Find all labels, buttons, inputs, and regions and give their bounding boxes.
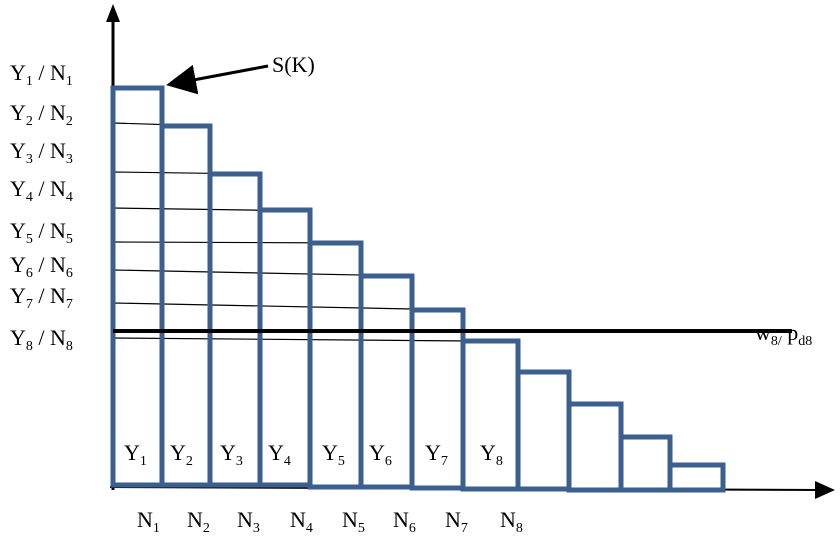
s-k-arrow [166,64,269,95]
ratio-label-5: Y5 / N5 [10,218,73,247]
x-axis-label-3: N3 [237,507,260,536]
bar-label-6: Y6 [369,440,392,469]
x-axis-label-4: N4 [290,507,313,536]
step-bar-11 [618,434,673,493]
ratio-label-2: Y2 / N2 [10,100,73,129]
bar-label-2: Y2 [170,440,193,469]
bar-label-3: Y3 [220,440,243,469]
bar-label-5: Y5 [322,440,345,469]
step-bar-12 [667,462,726,493]
x-axis-label-1: N1 [137,507,160,536]
ratio-label-8: Y8 / N8 [10,325,73,354]
threshold-label: w8/ pd8 [755,320,812,349]
bar-label-7: Y7 [425,440,448,469]
x-axis-label-2: N2 [187,507,210,536]
y-axis-arrow-icon [106,4,120,22]
ratio-label-7: Y7 / N7 [10,283,73,312]
step-bar-8 [460,338,521,492]
ratio-label-1: Y1 / N1 [10,60,73,89]
step-bar-2 [159,123,213,488]
bar-label-4: Y4 [268,440,291,469]
x-axis-label-6: N6 [393,507,416,536]
x-axis-label-5: N5 [342,507,365,536]
ratio-labels: Y1 / N1 Y2 / N2 Y3 / N3 Y4 / N4 Y5 / N5 Y6 / … [10,60,73,354]
bar-label-1: Y1 [124,440,147,469]
s-k-label: S(K) [272,52,315,77]
step-bar-9 [515,369,572,492]
ratio-label-4: Y4 / N4 [10,176,73,205]
x-axis-arrow-icon [815,481,835,499]
bar-labels: Y1 Y2 Y3 Y4 Y5 Y6 Y7 Y8 [124,440,503,469]
ratio-label-6: Y6 / N6 [10,252,73,281]
step-bar-1 [110,85,165,488]
x-axis-label-7: N7 [445,507,468,536]
ratio-label-3: Y3 / N3 [10,138,73,167]
step-bars [110,85,726,493]
x-axis-labels: N1 N2 N3 N4 N5 N6 N7 N8 [137,507,523,536]
step-bar-10 [566,401,624,493]
bar-label-8: Y8 [480,440,503,469]
x-axis-label-8: N8 [500,507,523,536]
